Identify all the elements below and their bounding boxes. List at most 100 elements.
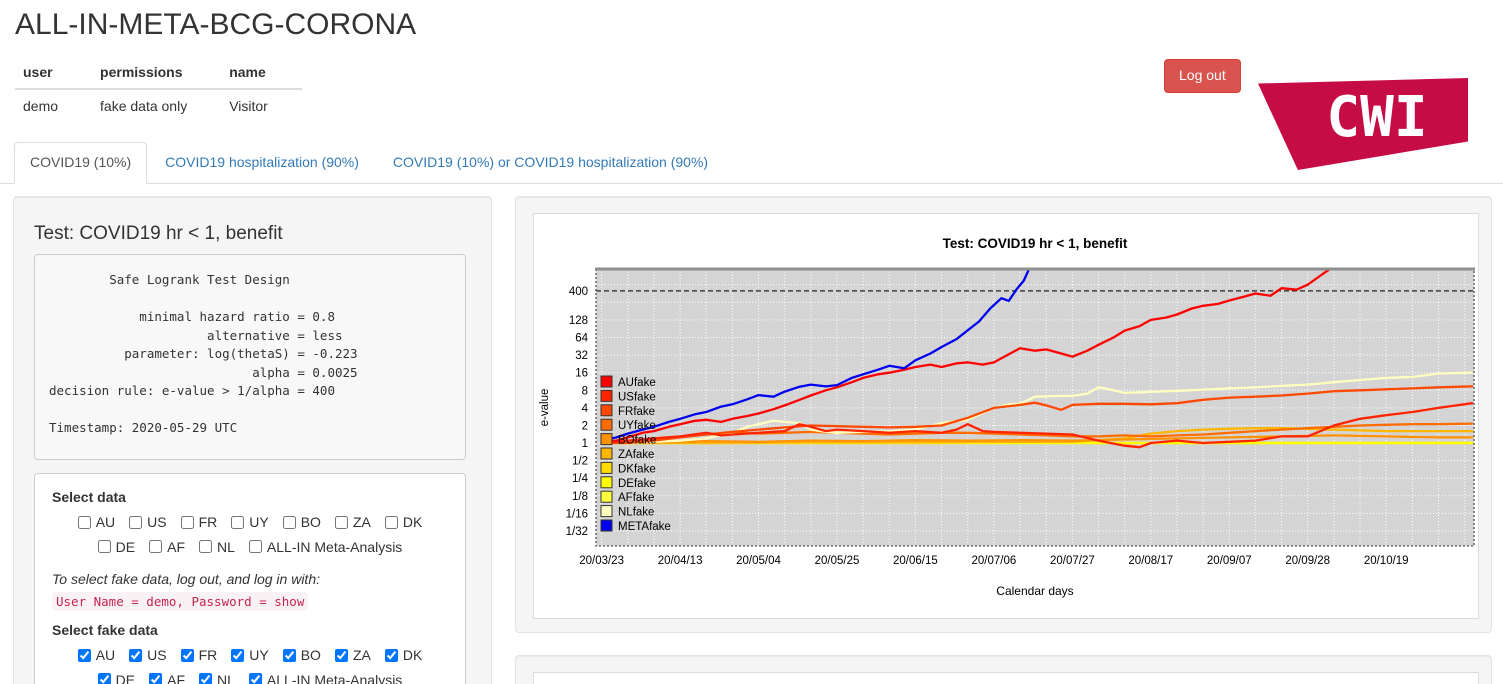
select-fake-option-ZA[interactable]: ZA [335,647,371,663]
logout-button[interactable]: Log out [1164,59,1241,93]
x-axis-label: Calendar days [996,584,1073,598]
user-table-col-user: user [15,56,92,89]
x-tick-label: 20/07/06 [972,555,1017,567]
y-tick-label: 4 [582,403,589,415]
tab-2[interactable]: COVID19 hospitalization (90%) [149,142,375,184]
select-data-option-BO[interactable]: BO [283,514,321,530]
select-fake-checkbox-NL[interactable] [199,673,212,684]
select-data-checkbox-BO[interactable] [283,516,296,529]
legend-swatch-AUfake [601,376,612,387]
select-fake-checkbox-DE[interactable] [98,673,111,684]
select-data-option-NL[interactable]: NL [199,539,235,555]
legend-swatch-METAfake [601,520,612,531]
select-data-label-AU: AU [96,514,115,530]
x-tick-label: 20/05/04 [736,555,781,567]
select-data-option-ALL-IN-Meta-Analysis[interactable]: ALL-IN Meta-Analysis [249,539,402,555]
tab-3[interactable]: COVID19 (10%) or COVID19 hospitalization… [377,142,724,184]
user-table: user permissions name demo fake data onl… [15,56,302,122]
select-data-option-AF[interactable]: AF [149,539,185,555]
select-fake-option-DE[interactable]: DE [98,672,135,684]
select-data-checkbox-DE[interactable] [98,540,111,553]
select-fake-checkbox-UY[interactable] [231,649,244,662]
legend-label-AUfake: AUfake [618,377,656,389]
fake-data-note: To select fake data, log out, and log in… [52,571,450,587]
select-fake-checkbox-DK[interactable] [385,649,398,662]
x-tick-label: 20/09/28 [1285,555,1330,567]
select-data-label-BO: BO [301,514,321,530]
select-data-group: AU US FR UY BO ZA DK DE AF NL ALL-IN Meta-Analysis [50,514,450,556]
select-fake-label-UY: UY [249,647,268,663]
x-tick-label: 20/10/19 [1364,555,1409,567]
user-table-col-permissions: permissions [92,56,221,89]
select-fake-checkbox-AF[interactable] [149,673,162,684]
legend-swatch-UYfake [601,419,612,430]
select-data-checkbox-ALL-IN-Meta-Analysis[interactable] [249,540,262,553]
user-cell: demo [15,89,92,122]
select-data-label-ALL-IN-Meta-Analysis: ALL-IN Meta-Analysis [267,539,402,555]
page-title: ALL-IN-META-BCG-CORONA [15,8,416,42]
select-fake-option-US[interactable]: US [129,647,166,663]
select-data-checkbox-NL[interactable] [199,540,212,553]
select-fake-option-DK[interactable]: DK [385,647,422,663]
x-tick-label: 20/05/25 [815,555,860,567]
user-table-row: demo fake data only Visitor [15,89,302,122]
select-fake-checkbox-US[interactable] [129,649,142,662]
select-fake-data-group: AU US FR UY BO ZA DK DE AF NL ALL-IN Meta-Analysis [50,647,450,684]
select-fake-checkbox-BO[interactable] [283,649,296,662]
select-data-checkbox-FR[interactable] [181,516,194,529]
select-fake-checkbox-ALL-IN-Meta-Analysis[interactable] [249,673,262,684]
chart-card: 40012864321684211/21/41/81/161/3220/03/2… [533,213,1479,619]
legend-label-FRfake: FRfake [618,406,655,418]
legend-swatch-NLfake [601,506,612,517]
select-data-option-FR[interactable]: FR [181,514,218,530]
select-data-checkbox-AU[interactable] [78,516,91,529]
tab-1[interactable]: COVID19 (10%) [14,142,147,184]
select-data-checkbox-ZA[interactable] [335,516,348,529]
select-data-checkbox-AF[interactable] [149,540,162,553]
select-data-option-AU[interactable]: AU [78,514,115,530]
select-data-option-DK[interactable]: DK [385,514,422,530]
select-fake-option-ALL-IN-Meta-Analysis[interactable]: ALL-IN Meta-Analysis [249,672,402,684]
select-fake-option-UY[interactable]: UY [231,647,268,663]
select-data-label-UY: UY [249,514,268,530]
select-fake-label-FR: FR [199,647,218,663]
select-fake-data-heading: Select fake data [52,622,450,638]
x-tick-label: 20/04/13 [658,555,703,567]
select-data-checkbox-UY[interactable] [231,516,244,529]
select-data-option-US[interactable]: US [129,514,166,530]
legend-swatch-DKfake [601,462,612,473]
select-fake-option-AU[interactable]: AU [78,647,115,663]
tab-bar: COVID19 (10%)COVID19 hospitalization (90… [0,142,1503,184]
sidebar-panel: Test: COVID19 hr < 1, benefit Safe Logra… [13,196,492,684]
select-data-heading: Select data [52,489,450,505]
select-data-option-DE[interactable]: DE [98,539,135,555]
y-tick-label: 1/4 [572,473,589,485]
legend-swatch-FRfake [601,405,612,416]
select-fake-label-DE: DE [116,672,135,684]
select-fake-checkbox-AU[interactable] [78,649,91,662]
select-fake-checkbox-ZA[interactable] [335,649,348,662]
chart-title: Test: COVID19 hr < 1, benefit [943,236,1128,251]
select-fake-checkbox-FR[interactable] [181,649,194,662]
select-data-label-DE: DE [116,539,135,555]
credentials-code: User Name = demo, Password = show [52,592,308,611]
select-fake-option-AF[interactable]: AF [149,672,185,684]
name-cell: Visitor [221,89,302,122]
select-data-label-US: US [147,514,166,530]
select-data-option-UY[interactable]: UY [231,514,268,530]
y-tick-label: 64 [575,333,588,345]
select-fake-option-FR[interactable]: FR [181,647,218,663]
select-fake-option-BO[interactable]: BO [283,647,321,663]
legend-label-NLfake: NLfake [618,507,654,519]
select-data-label-NL: NL [217,539,235,555]
legend-swatch-USfake [601,390,612,401]
y-tick-label: 400 [569,286,588,298]
select-fake-option-NL[interactable]: NL [199,672,235,684]
select-data-option-ZA[interactable]: ZA [335,514,371,530]
select-data-checkbox-US[interactable] [129,516,142,529]
legend-label-DEfake: DEfake [618,478,656,490]
select-data-checkbox-DK[interactable] [385,516,398,529]
second-chart-card [533,672,1479,684]
legend-swatch-AFfake [601,491,612,502]
y-tick-label: 2 [582,421,588,433]
